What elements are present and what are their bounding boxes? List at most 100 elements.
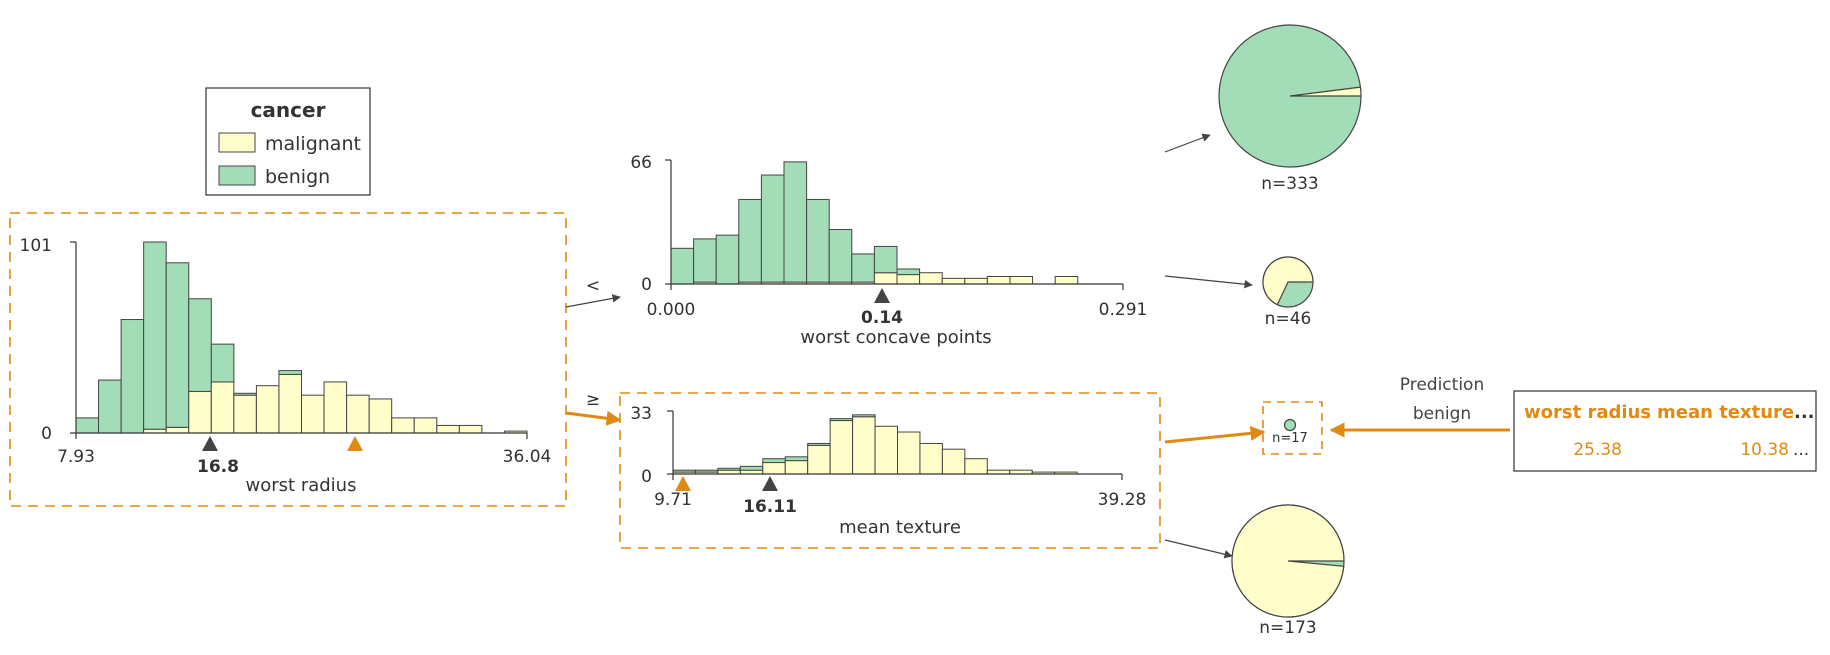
right-bar-benign (739, 465, 764, 471)
left-split-label: 0.14 (861, 308, 903, 328)
left-bar-benign (693, 238, 717, 283)
branch-arrow-left (565, 294, 621, 308)
left-bar-malignant (1009, 275, 1034, 285)
root-feature-label: worst radius (246, 475, 357, 496)
left-bar-benign (851, 253, 875, 283)
right-bar-benign (694, 469, 719, 473)
leaf-pie-17 (1283, 418, 1297, 432)
root-instance-marker-icon (347, 436, 363, 451)
legend-swatch-benign (218, 165, 256, 186)
instance-header-worst-radius: worst radius (1524, 402, 1651, 423)
right-xmax-label: 39.28 (1098, 490, 1147, 510)
right-split-label: 16.11 (743, 497, 797, 517)
root-split-marker-icon (202, 436, 218, 451)
left-yzero-label: 0 (641, 275, 652, 295)
left-bar-malignant (986, 275, 1011, 285)
left-bar-malignant (919, 272, 943, 285)
root-bar-benign (278, 370, 303, 375)
legend-swatch-malignant (218, 132, 256, 153)
root-bar-malignant (278, 373, 303, 434)
root-xmin-label: 7.93 (57, 447, 95, 467)
root-split-label: 16.8 (197, 457, 239, 477)
right-yzero-label: 0 (641, 467, 652, 487)
right-bar-benign (807, 442, 831, 446)
branch-label-greater-equal: ≥ (586, 390, 600, 410)
prediction-title: Prediction (1400, 375, 1484, 395)
left-bar-benign (715, 234, 740, 285)
left-bar-benign (783, 161, 808, 283)
root-bar-malignant (458, 424, 483, 434)
right-bar-malignant (762, 462, 786, 475)
right-bar-malignant (964, 458, 988, 475)
instance-header-mean-texture: mean texture (1657, 402, 1794, 423)
leaf-333[interactable]: n=333 (1218, 24, 1362, 194)
leaf-333-slice-malignant (1289, 86, 1362, 97)
right-bar-benign (829, 418, 854, 422)
left-bar-benign (738, 198, 762, 283)
root-bar-malignant (233, 394, 257, 434)
legend-label-malignant: malignant (265, 133, 361, 155)
root-bar-benign (188, 298, 212, 392)
legend-label-benign: benign (265, 166, 330, 188)
right-bar-benign (672, 469, 696, 473)
leaf-label-173: n=173 (1259, 618, 1316, 638)
right-feature-label: mean texture (839, 517, 961, 538)
root-bar-malignant (368, 398, 393, 434)
left-bar-benign (670, 247, 695, 285)
root-bar-malignant (188, 390, 212, 434)
instance-box: worst radius mean texture ... 25.38 10.3… (1513, 390, 1817, 472)
root-bar-malignant (165, 426, 190, 434)
left-xmax-label: 0.291 (1099, 300, 1148, 320)
instance-header-ellipsis: ... (1794, 402, 1815, 423)
leaf-pie-173 (1231, 504, 1345, 618)
leaf-label-333: n=333 (1261, 174, 1318, 194)
instance-box-frame (1513, 390, 1817, 472)
left-bar-benign (896, 268, 921, 276)
right-xmin-label: 9.71 (654, 490, 692, 510)
root-bar-benign (120, 319, 145, 434)
leaf-46[interactable]: n=46 (1262, 256, 1314, 329)
left-bar-benign (806, 198, 830, 283)
right-split-marker-icon (762, 476, 778, 491)
root-bar-malignant (301, 394, 325, 434)
root-bar-benign (143, 241, 167, 430)
right-bar-malignant (897, 431, 921, 475)
right-bar-benign (852, 414, 876, 418)
leaf-label-46: n=46 (1265, 309, 1312, 329)
leaf-17-highlight (1262, 401, 1323, 455)
root-yzero-label: 0 (41, 424, 52, 444)
instance-value-mean-texture: 10.38 (1740, 440, 1789, 460)
right-bar-malignant (919, 442, 943, 475)
root-ymax-label: 101 (20, 236, 52, 256)
root-bar-malignant (391, 417, 415, 434)
root-bar-malignant (255, 385, 280, 434)
right-bar-benign (762, 458, 786, 464)
leaf-173[interactable]: n=173 (1231, 504, 1345, 638)
root-bar-malignant (436, 424, 460, 434)
edge-to-leaf-333 (1164, 133, 1211, 153)
right-bar-malignant (941, 448, 966, 475)
leaf-pie-46 (1262, 256, 1314, 308)
right-bar-malignant (852, 416, 876, 475)
root-node[interactable]: 101 0 7.93 36.04 16.8 worst radius (20, 236, 552, 496)
root-bar-benign (165, 262, 190, 428)
left-bar-benign (828, 229, 853, 283)
left-xmin-label: 0.000 (647, 300, 696, 320)
branch-arrow-right-highlighted (565, 410, 622, 426)
left-bar-malignant (873, 272, 898, 285)
leaf-pie-333 (1218, 24, 1362, 168)
leaf-46-slice-malignant (1262, 256, 1314, 306)
root-bar-malignant (210, 381, 235, 434)
root-xmax-label: 36.04 (503, 447, 552, 467)
left-node[interactable]: 66 0 0.000 0.291 0.14 worst concave poin… (630, 153, 1147, 348)
left-bar-malignant (964, 277, 988, 285)
left-histogram (665, 159, 1124, 290)
legend-title: cancer (251, 98, 326, 122)
leaf-173-slice-malignant (1231, 504, 1345, 618)
right-node[interactable]: 33 0 9.71 39.28 16.11 mean texture (630, 404, 1146, 538)
leaf-17[interactable]: n=17 (1272, 418, 1308, 447)
root-bar-benign (210, 343, 235, 383)
leaf-17-slice-benign (1283, 418, 1297, 432)
right-bar-malignant (874, 425, 898, 475)
right-histogram (667, 410, 1123, 480)
